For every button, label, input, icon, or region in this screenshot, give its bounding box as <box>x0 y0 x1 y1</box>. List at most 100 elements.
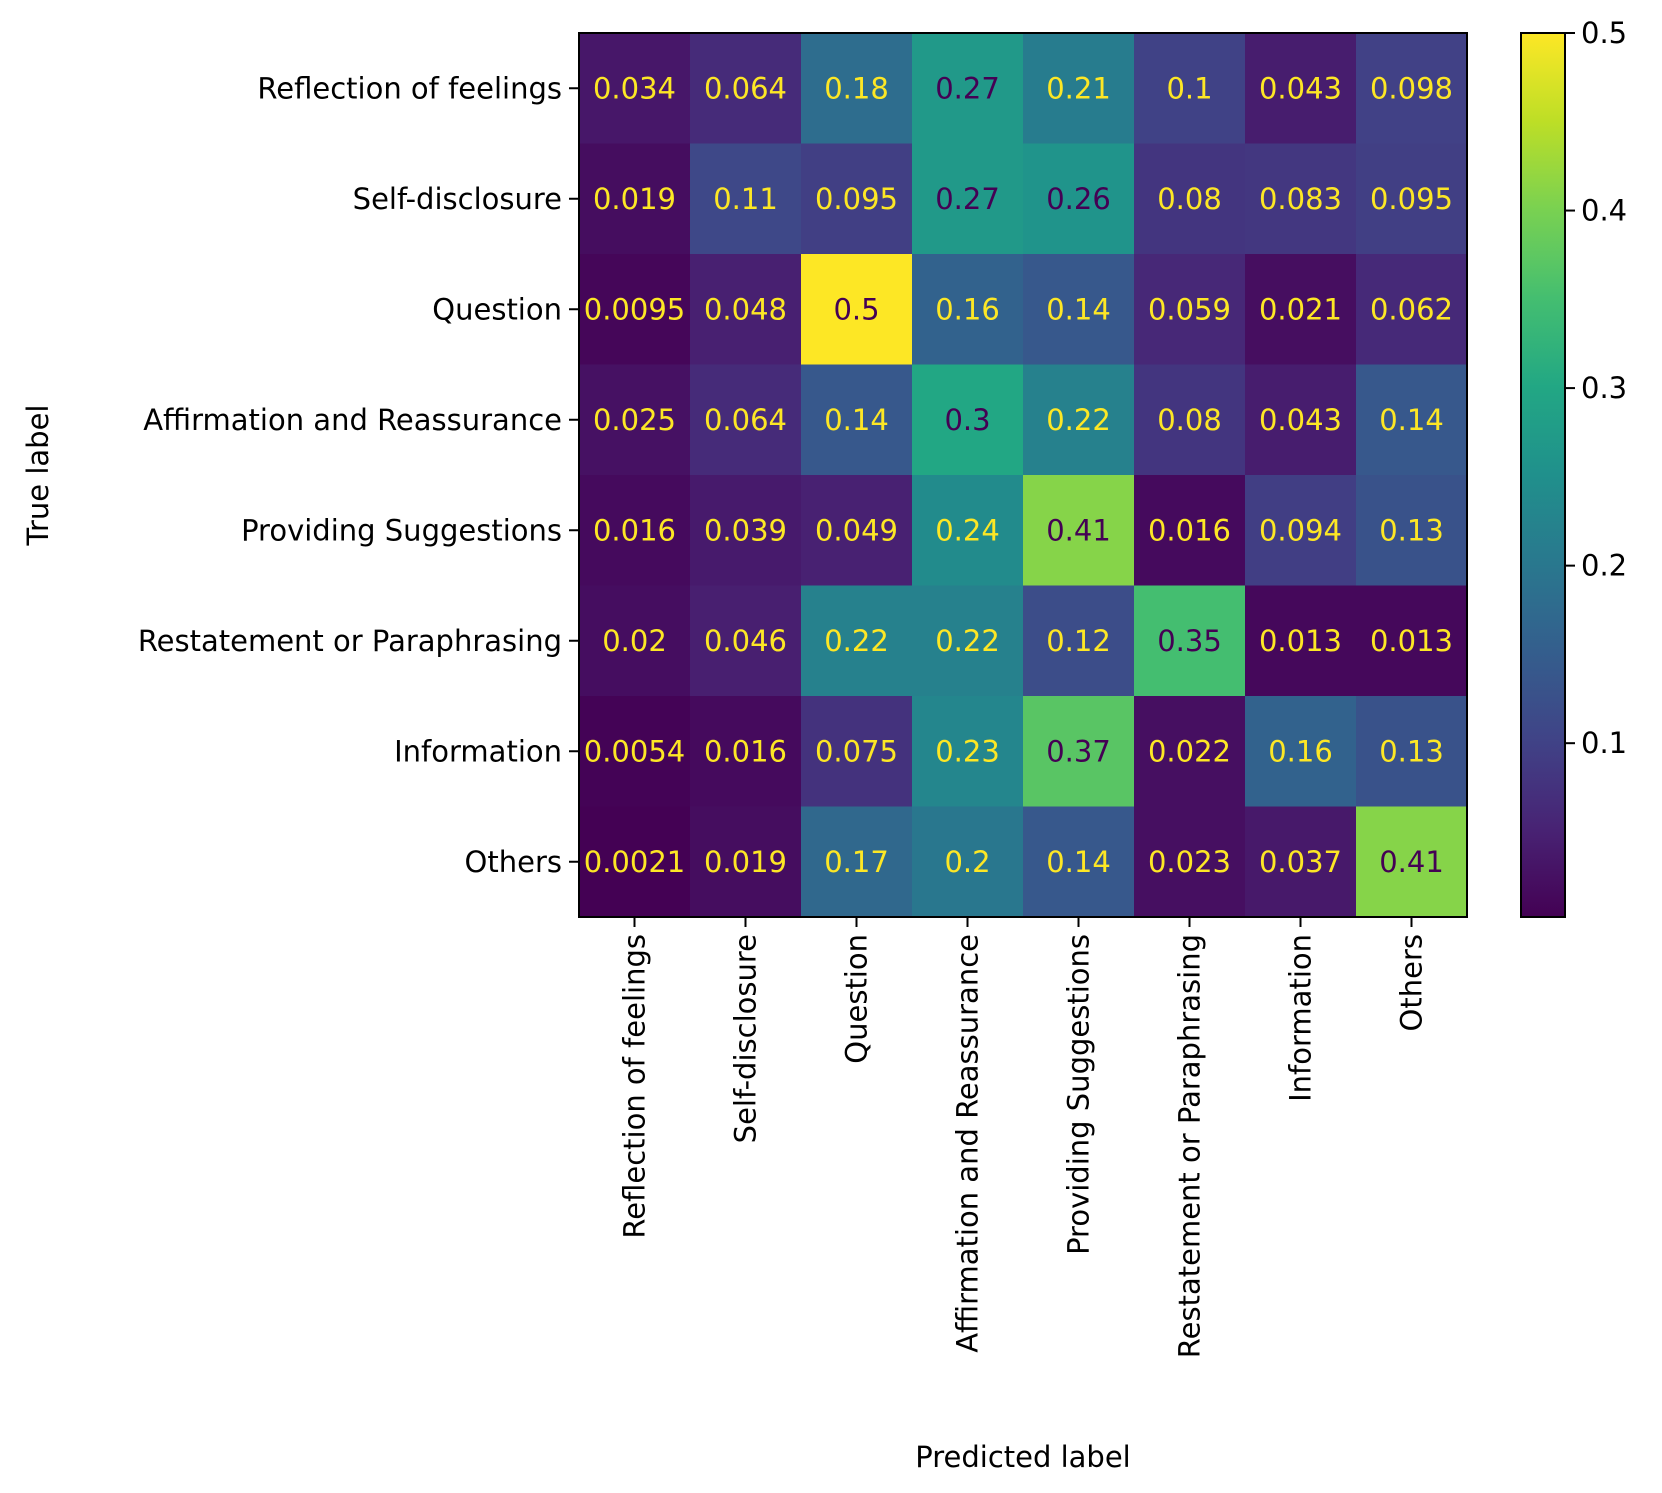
cell-value-r3-c6: 0.043 <box>1259 403 1342 437</box>
cell-value-r0-c5: 0.1 <box>1166 71 1212 105</box>
heatmap-cell-r0-c5 <box>1134 33 1246 145</box>
heatmap-cell-labels: 0.034 0.064 0.18 0.27 0.21 0.1 0.043 0.098 0.019… <box>584 71 1453 879</box>
cell-value-r4-c1: 0.039 <box>704 513 787 547</box>
heatmap-cell-r6-c5 <box>1134 696 1246 808</box>
cell-value-r6-c1: 0.016 <box>704 734 787 768</box>
heatmap-cell-r6-c4 <box>1023 696 1135 808</box>
cell-value-r0-c6: 0.043 <box>1259 71 1342 105</box>
y-tick-label-2: Question <box>432 292 562 326</box>
heatmap-cell-r4-c6 <box>1245 475 1357 587</box>
heatmap-cell-r0-c3 <box>912 33 1024 145</box>
heatmap-cell-r2-c3 <box>912 254 1024 366</box>
colorbar-tick-label-4: 0.5 <box>1581 16 1627 50</box>
cell-value-r4-c2: 0.049 <box>815 513 898 547</box>
y-tick-label-0: Reflection of feelings <box>257 71 562 105</box>
heatmap-cell-r7-c0 <box>579 806 691 918</box>
heatmap-cell-r5-c4 <box>1023 585 1135 697</box>
heatmap-cell-r1-c2 <box>801 143 913 255</box>
cell-value-r7-c3: 0.2 <box>944 845 990 879</box>
heatmap-cell-r0-c1 <box>690 33 802 145</box>
cell-value-r0-c2: 0.18 <box>824 71 889 105</box>
cell-value-r2-c5: 0.059 <box>1148 292 1231 326</box>
cell-value-r3-c4: 0.22 <box>1046 403 1111 437</box>
heatmap-cell-r1-c1 <box>690 143 802 255</box>
heatmap-cell-r4-c7 <box>1356 475 1468 587</box>
cell-value-r6-c5: 0.022 <box>1148 734 1231 768</box>
cell-value-r5-c6: 0.013 <box>1259 624 1342 658</box>
heatmap-cell-r0-c0 <box>579 33 691 145</box>
y-tick-label-4: Providing Suggestions <box>241 513 562 547</box>
cell-value-r4-c3: 0.24 <box>935 513 1000 547</box>
heatmap-cell-r6-c6 <box>1245 696 1357 808</box>
cell-value-r5-c2: 0.22 <box>824 624 889 658</box>
cell-value-r6-c2: 0.075 <box>815 734 898 768</box>
heatmap-cell-r7-c1 <box>690 806 802 918</box>
cell-value-r2-c3: 0.16 <box>935 292 1000 326</box>
heatmap-cell-r1-c5 <box>1134 143 1246 255</box>
cell-value-r5-c7: 0.013 <box>1370 624 1453 658</box>
heatmap-cell-r6-c2 <box>801 696 913 808</box>
cell-value-r7-c4: 0.14 <box>1046 845 1111 879</box>
cell-value-r1-c3: 0.27 <box>935 182 1000 216</box>
heatmap-cell-r2-c0 <box>579 254 691 366</box>
cell-value-r6-c3: 0.23 <box>935 734 1000 768</box>
heatmap-cell-r3-c3 <box>912 364 1024 476</box>
cell-value-r3-c3: 0.3 <box>944 403 990 437</box>
heatmap-cell-r1-c7 <box>1356 143 1468 255</box>
heatmap-cell-r5-c3 <box>912 585 1024 697</box>
cell-value-r7-c1: 0.019 <box>704 845 787 879</box>
cell-value-r0-c7: 0.098 <box>1370 71 1453 105</box>
heatmap-cell-r7-c6 <box>1245 806 1357 918</box>
x-tick-label-0: Reflection of feelings <box>618 934 652 1239</box>
cell-value-r2-c0: 0.0095 <box>584 292 685 326</box>
heatmap-cell-r3-c2 <box>801 364 913 476</box>
heatmap-cell-r4-c2 <box>801 475 913 587</box>
heatmap-cell-r4-c4 <box>1023 475 1135 587</box>
y-tick-label-6: Information <box>394 734 562 768</box>
heatmap-cell-r6-c0 <box>579 696 691 808</box>
y-axis-title: True label <box>21 405 55 547</box>
cell-value-r7-c7: 0.41 <box>1379 845 1444 879</box>
heatmap-cell-r1-c6 <box>1245 143 1357 255</box>
heatmap-cell-r4-c1 <box>690 475 802 587</box>
cell-value-r4-c7: 0.13 <box>1379 513 1444 547</box>
heatmap-cell-r7-c7 <box>1356 806 1468 918</box>
y-axis-ticks: Reflection of feelings Self-disclosure Que… <box>138 71 579 879</box>
cell-value-r1-c6: 0.083 <box>1259 182 1342 216</box>
cell-value-r2-c4: 0.14 <box>1046 292 1111 326</box>
cell-value-r5-c0: 0.02 <box>602 624 667 658</box>
colorbar <box>1520 32 1566 918</box>
cell-value-r6-c6: 0.16 <box>1268 734 1333 768</box>
heatmap-cell-r3-c0 <box>579 364 691 476</box>
cell-value-r4-c6: 0.094 <box>1259 513 1342 547</box>
cell-value-r5-c5: 0.35 <box>1157 624 1222 658</box>
heatmap-cell-r2-c5 <box>1134 254 1246 366</box>
heatmap-cell-r5-c5 <box>1134 585 1246 697</box>
cell-value-r6-c7: 0.13 <box>1379 734 1444 768</box>
heatmap-cell-r4-c0 <box>579 475 691 587</box>
heatmap-cell-r7-c2 <box>801 806 913 918</box>
cell-value-r5-c4: 0.12 <box>1046 624 1111 658</box>
heatmap-cell-r6-c3 <box>912 696 1024 808</box>
plot-frame <box>578 32 1468 918</box>
cell-value-r3-c0: 0.025 <box>593 403 676 437</box>
heatmap-cell-r2-c7 <box>1356 254 1468 366</box>
y-tick-label-3: Affirmation and Reassurance <box>143 403 562 437</box>
colorbar-ticks: 0.1 0.2 0.3 0.4 0.5 <box>1565 16 1627 760</box>
x-tick-label-5: Restatement or Paraphrasing <box>1173 934 1207 1358</box>
x-tick-label-3: Affirmation and Reassurance <box>951 934 985 1353</box>
heatmap-cell-r7-c5 <box>1134 806 1246 918</box>
heatmap-cell-r1-c4 <box>1023 143 1135 255</box>
heatmap-cell-r4-c3 <box>912 475 1024 587</box>
cell-value-r1-c1: 0.11 <box>713 182 778 216</box>
cell-value-r4-c0: 0.016 <box>593 513 676 547</box>
x-tick-label-1: Self-disclosure <box>729 934 763 1143</box>
cell-value-r3-c2: 0.14 <box>824 403 889 437</box>
cell-value-r7-c0: 0.0021 <box>584 845 685 879</box>
cell-value-r1-c2: 0.095 <box>815 182 898 216</box>
cell-value-r1-c7: 0.095 <box>1370 182 1453 216</box>
cell-value-r0-c3: 0.27 <box>935 71 1000 105</box>
y-tick-label-7: Others <box>465 845 562 879</box>
colorbar-tick-label-3: 0.4 <box>1581 194 1627 228</box>
heatmap-cell-r3-c7 <box>1356 364 1468 476</box>
